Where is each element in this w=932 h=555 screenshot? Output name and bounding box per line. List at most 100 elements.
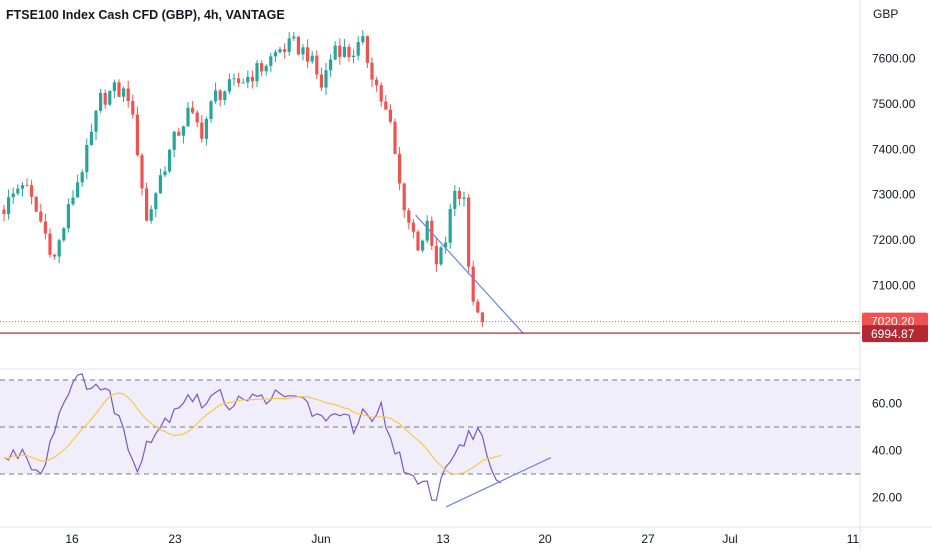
candle-body <box>25 185 29 187</box>
candle-body <box>195 112 199 123</box>
chart-title: FTSE100 Index Cash CFD (GBP), 4h, VANTAG… <box>6 8 285 22</box>
candle-body <box>352 55 356 57</box>
candle-body <box>278 49 282 53</box>
candle-body <box>53 254 57 257</box>
candle-body <box>296 36 300 55</box>
candle-body <box>168 149 172 172</box>
candle-body <box>434 245 438 265</box>
candle-body <box>407 210 411 223</box>
candle-body <box>264 65 268 72</box>
x-tick-label: 11 <box>847 532 860 546</box>
candle-body <box>324 70 328 88</box>
candle-body <box>283 49 287 52</box>
candle-body <box>135 114 139 156</box>
candle-body <box>365 36 369 63</box>
candle-body <box>269 56 273 66</box>
candle-body <box>329 59 333 71</box>
price-trendline <box>415 214 524 334</box>
y-tick-label: 7400.00 <box>872 142 916 156</box>
candle-body <box>342 46 346 57</box>
candle-body <box>425 220 429 241</box>
currency-label: GBP <box>873 7 898 21</box>
candle-body <box>214 90 218 102</box>
rsi-y-tick-label: 40.00 <box>872 444 902 458</box>
candle-body <box>273 52 277 57</box>
candle-body <box>131 101 135 115</box>
candle-body <box>398 153 402 184</box>
candle-body <box>467 197 471 267</box>
candle-body <box>122 88 126 97</box>
candle-body <box>370 62 374 80</box>
candle-body <box>89 131 93 145</box>
y-tick-label: 7200.00 <box>872 233 916 247</box>
candle-body <box>315 55 319 75</box>
candle-body <box>145 188 149 221</box>
candle-body <box>237 78 241 84</box>
candle-body <box>209 101 213 120</box>
candle-body <box>43 221 47 234</box>
y-tick-label: 7500.00 <box>872 97 916 111</box>
candle-body <box>319 74 323 88</box>
candle-body <box>76 182 80 198</box>
candle-body <box>80 172 84 183</box>
candle-body <box>255 63 259 82</box>
rsi-line <box>3 373 502 501</box>
candle-body <box>163 171 167 176</box>
level-price-label: 6994.87 <box>871 327 915 341</box>
rsi-ma-line <box>3 392 501 475</box>
candle-body <box>11 193 15 198</box>
x-tick-label: 16 <box>65 532 79 546</box>
candle-body <box>379 85 383 102</box>
candle-body <box>16 188 20 194</box>
candle-body <box>126 88 130 102</box>
candle-body <box>103 92 107 105</box>
candle-body <box>66 204 70 229</box>
candle-body <box>250 76 254 82</box>
candle-body <box>172 131 176 150</box>
candle-body <box>223 91 227 101</box>
x-tick-label: 27 <box>641 532 655 546</box>
candle-body <box>71 197 75 205</box>
candle-body <box>260 63 264 72</box>
candle-body <box>204 119 208 139</box>
candle-body <box>181 126 185 136</box>
candle-body <box>85 144 89 173</box>
candle-body <box>384 101 388 110</box>
x-tick-label: 13 <box>436 532 450 546</box>
x-tick-label: 20 <box>538 532 552 546</box>
candle-body <box>439 247 443 265</box>
candle-body <box>471 266 475 302</box>
rsi-y-tick-label: 20.00 <box>872 491 902 505</box>
candle-body <box>402 183 406 211</box>
candle-body <box>94 110 98 132</box>
candle-body <box>338 45 342 57</box>
candle-body <box>375 79 379 86</box>
candle-body <box>48 233 52 255</box>
candle-body <box>462 197 466 199</box>
candle-body <box>200 122 204 139</box>
candle-body <box>444 242 448 248</box>
candle-body <box>246 76 250 83</box>
candle-body <box>356 42 360 56</box>
level-price-tag <box>862 325 928 343</box>
candle-body <box>99 92 103 111</box>
x-tick-label: Jul <box>722 532 737 546</box>
rsi-band <box>0 380 860 474</box>
candle-body <box>476 301 480 313</box>
candle-body <box>186 107 190 127</box>
x-tick-label: 23 <box>168 532 182 546</box>
candle-body <box>453 190 457 209</box>
candle-body <box>416 231 420 251</box>
candle-body <box>411 222 415 232</box>
candle-body <box>218 90 222 101</box>
candle-body <box>347 46 351 57</box>
candle-body <box>227 79 231 92</box>
candle-body <box>361 36 365 43</box>
candle-body <box>306 47 310 62</box>
candle-body <box>388 109 392 122</box>
candle-body <box>448 208 452 243</box>
candle-body <box>7 197 11 215</box>
candle-body <box>2 209 6 215</box>
